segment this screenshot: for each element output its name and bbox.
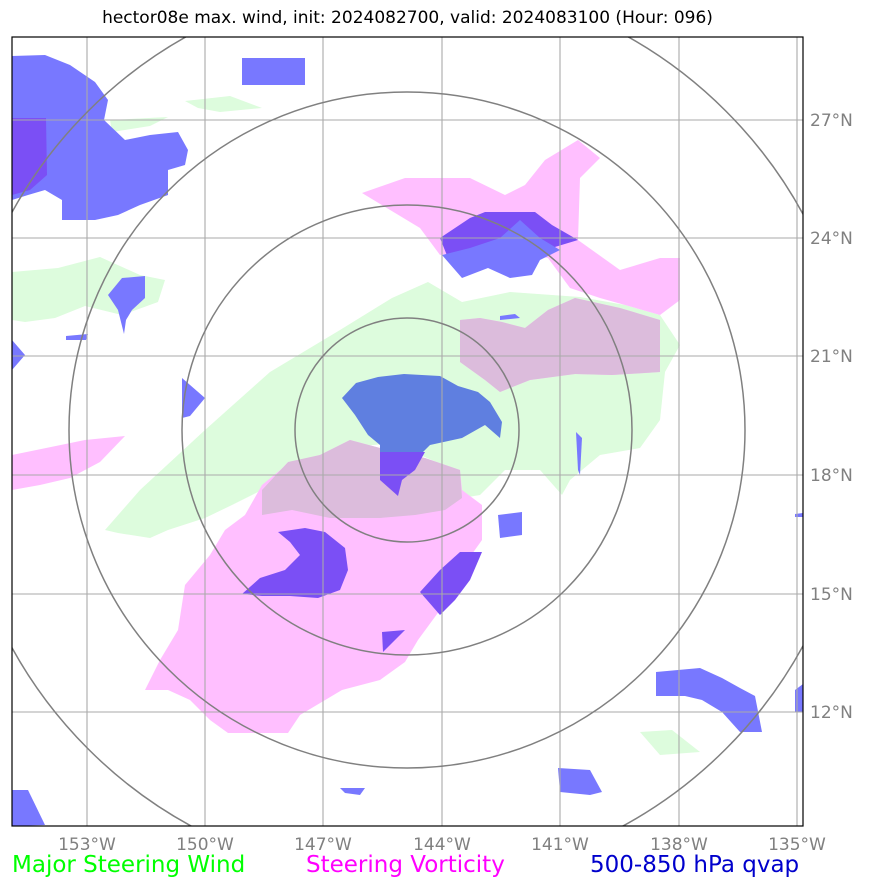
- legend-qvap: 500-850 hPa qvap: [590, 852, 800, 878]
- range-ring-2: [181, 204, 633, 656]
- lat-tick-label: 27°N: [810, 111, 853, 131]
- lon-tick-label: 135°W: [768, 835, 826, 855]
- lon-tick-label: 138°W: [650, 835, 708, 855]
- legend-steering-vorticity: Steering Vorticity: [306, 852, 505, 878]
- range-ring-1: [294, 317, 520, 543]
- map-title: hector08e max. wind, init: 2024082700, v…: [102, 8, 713, 28]
- lon-tick-labels: 153°W 150°W 147°W 144°W 141°W 138°W 135°…: [58, 835, 826, 855]
- range-ring-3: [68, 91, 746, 769]
- lon-tick-label: 147°W: [294, 835, 352, 855]
- range-rings: [12, 37, 803, 826]
- lat-tick-label: 21°N: [810, 347, 853, 367]
- graticule: [12, 37, 803, 826]
- qvap-layer: [12, 55, 803, 826]
- lat-tick-label: 15°N: [810, 585, 853, 605]
- lat-tick-labels: 27°N 24°N 21°N 18°N 15°N 12°N: [810, 111, 853, 723]
- lon-tick-label: 141°W: [531, 835, 589, 855]
- lon-tick-label: 153°W: [58, 835, 116, 855]
- lon-tick-label: 150°W: [176, 835, 234, 855]
- lat-tick-label: 18°N: [810, 466, 853, 486]
- legend-steering-wind: Major Steering Wind: [12, 852, 246, 878]
- map-frame: [11, 36, 804, 827]
- lat-tick-label: 24°N: [810, 229, 853, 249]
- lon-tick-label: 144°W: [413, 835, 471, 855]
- lat-tick-label: 12°N: [810, 703, 853, 723]
